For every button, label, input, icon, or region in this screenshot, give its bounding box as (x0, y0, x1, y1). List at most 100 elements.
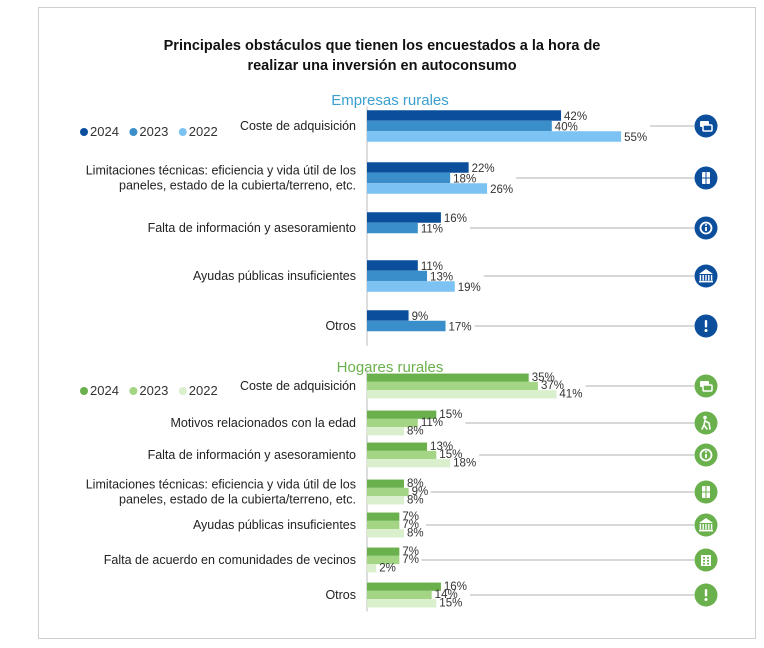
bar (367, 260, 418, 271)
bar (367, 381, 538, 391)
category-row: Falta de información y asesoramiento 16%1… (148, 212, 718, 240)
section-title: Hogares rurales (337, 359, 444, 376)
data-label: 8% (407, 425, 424, 437)
legend-swatch (178, 387, 187, 395)
section-title: Empresas rurales (331, 92, 449, 109)
bar (367, 418, 418, 428)
legend-label: 2022 (189, 383, 218, 398)
bar (367, 281, 455, 292)
legend: 2024 2023 2022 (80, 124, 218, 139)
category-label: Ayudas públicas insuficientes (193, 518, 356, 532)
category-label: Otros (325, 319, 356, 333)
bar (367, 599, 437, 608)
bar (367, 270, 428, 282)
data-label: 17% (449, 321, 472, 333)
exclamation-icon (694, 314, 718, 338)
category-label: Falta de información y asesoramiento (148, 448, 356, 462)
data-label: 55% (624, 132, 647, 144)
data-label: 15% (439, 597, 462, 609)
legend-swatch (80, 128, 88, 136)
data-label: 11% (421, 417, 443, 429)
data-label: 8% (407, 478, 424, 490)
bar (367, 564, 377, 573)
bar (367, 131, 622, 142)
legend-label: 2024 (90, 124, 119, 139)
data-label: 16% (444, 213, 467, 225)
data-label: 9% (412, 486, 429, 498)
bank-icon (694, 264, 718, 288)
bar (367, 547, 400, 556)
bar (367, 373, 529, 382)
exclamation-icon (694, 583, 718, 607)
bar (367, 450, 437, 460)
data-label: 13% (430, 441, 453, 453)
category-row: Limitaciones técnicas: eficiencia y vida… (86, 478, 718, 507)
solar-panel-icon (694, 166, 718, 190)
bar (367, 496, 404, 505)
legend-label: 2023 (139, 124, 168, 139)
data-label: 19% (458, 282, 481, 294)
category-label: Limitaciones técnicas: eficiencia y vida… (86, 478, 356, 492)
data-label: 26% (490, 184, 513, 196)
data-label: 35% (532, 372, 555, 384)
bar (367, 590, 432, 600)
info-icon (694, 443, 718, 467)
data-label: 15% (439, 409, 462, 421)
bar (367, 162, 469, 173)
bar (367, 529, 404, 538)
category-label: Motivos relacionados con la edad (170, 416, 356, 430)
bar (367, 427, 404, 436)
data-label: 7% (402, 511, 419, 523)
data-label: 8% (407, 494, 424, 506)
data-label: 40% (555, 121, 578, 133)
category-row: Otros 16%14%15% (325, 581, 718, 609)
data-label: 9% (412, 311, 429, 323)
bar (367, 212, 441, 223)
chart-frame (38, 7, 756, 639)
bar (367, 410, 437, 419)
category-label: paneles, estado de la cubierta/terreno, … (119, 179, 356, 193)
category-label: Coste de adquisición (240, 379, 356, 393)
bank-icon (694, 513, 718, 537)
data-label: 18% (453, 173, 476, 185)
bar (367, 183, 488, 194)
money-icon (694, 114, 718, 138)
data-label: 15% (439, 449, 462, 461)
bar (367, 110, 562, 121)
data-label: 18% (453, 457, 476, 469)
category-row: Ayudas públicas insuficientes 11%13% 19% (193, 260, 718, 294)
category-row: Falta de acuerdo en comunidades de vecin… (104, 546, 718, 574)
category-label: Otros (325, 588, 356, 602)
data-label: 14% (435, 589, 458, 601)
legend: 2024 2023 2022 (80, 383, 218, 398)
legend-swatch (129, 128, 138, 136)
data-label: 8% (407, 527, 424, 539)
chart-title-line-2: realizar una inversión en autoconsumo (247, 58, 517, 74)
data-label: 22% (472, 163, 495, 175)
legend-swatch (80, 387, 88, 395)
data-label: 37% (541, 380, 564, 392)
solar-panel-icon (694, 480, 718, 504)
bar (367, 487, 409, 497)
bar (367, 520, 400, 530)
data-label: 42% (564, 111, 587, 123)
legend-label: 2023 (139, 383, 168, 398)
bar (367, 310, 409, 321)
legend-label: 2022 (189, 124, 218, 139)
category-label: Ayudas públicas insuficientes (193, 269, 356, 283)
building-icon (694, 548, 718, 572)
category-label: Coste de adquisición (240, 119, 356, 133)
legend-label: 2024 (90, 383, 119, 398)
data-label: 16% (444, 581, 467, 593)
category-row: Coste de adquisición 35%37%41% (240, 372, 718, 400)
category-row: Otros 9% 17% (325, 310, 718, 338)
bar (367, 390, 557, 399)
bar (367, 555, 400, 565)
category-label: Limitaciones técnicas: eficiencia y vida… (86, 164, 356, 178)
data-label: 7% (402, 554, 419, 566)
chart-hogares-rurales: Hogares rurales 2024 2023 2022 Coste de adqu… (80, 359, 718, 612)
category-label: Falta de acuerdo en comunidades de vecin… (104, 553, 356, 567)
category-label: paneles, estado de la cubierta/terreno, … (119, 493, 356, 507)
